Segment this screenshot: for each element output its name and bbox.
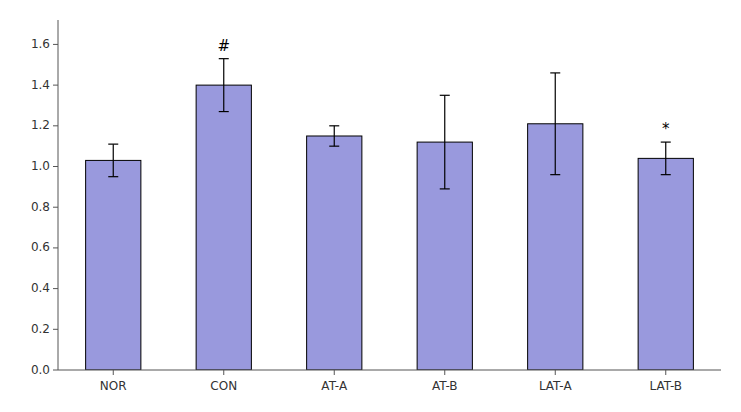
annotation: * bbox=[662, 120, 670, 138]
y-tick bbox=[53, 370, 58, 371]
y-tick bbox=[53, 125, 58, 126]
error-bar bbox=[550, 73, 560, 175]
y-tick-label: 1.0 bbox=[31, 159, 50, 173]
y-tick bbox=[53, 44, 58, 45]
x-tick-label: AT-A bbox=[321, 379, 348, 393]
annotation: # bbox=[217, 37, 230, 55]
y-tick bbox=[53, 207, 58, 208]
x-tick-label: AT-B bbox=[432, 379, 458, 393]
x-tick-label: LAT-A bbox=[539, 379, 573, 393]
y-tick-label: 0.2 bbox=[31, 322, 50, 336]
x-tick-label: CON bbox=[210, 379, 237, 393]
bar bbox=[638, 158, 693, 370]
y-tick-label: 1.6 bbox=[31, 37, 50, 51]
x-tick bbox=[113, 370, 114, 375]
error-bar bbox=[219, 59, 229, 112]
y-tick-label: 0.0 bbox=[31, 363, 50, 377]
y-tick-label: 1.2 bbox=[31, 118, 50, 132]
bar bbox=[196, 85, 251, 370]
error-bar bbox=[661, 142, 671, 175]
x-tick-label: NOR bbox=[100, 379, 127, 393]
x-tick bbox=[444, 370, 445, 375]
y-tick bbox=[53, 329, 58, 330]
y-tick bbox=[53, 247, 58, 248]
bar bbox=[86, 160, 141, 370]
error-bar bbox=[440, 95, 450, 189]
chart-container: 0.0 0.2 0.4 0.6 0.8 1.0 1.2 1.4 1.6 NOR CON AT-A AT-… bbox=[0, 0, 741, 412]
x-tick-label: LAT-B bbox=[649, 379, 682, 393]
error-bar bbox=[329, 126, 339, 146]
y-tick bbox=[53, 85, 58, 86]
x-axis-line bbox=[58, 370, 721, 371]
bar bbox=[307, 136, 362, 370]
x-tick bbox=[555, 370, 556, 375]
chart: 0.0 0.2 0.4 0.6 0.8 1.0 1.2 1.4 1.6 NOR CON AT-A AT-… bbox=[0, 0, 741, 412]
y-tick-label: 1.4 bbox=[31, 78, 50, 92]
y-tick-label: 0.8 bbox=[31, 200, 50, 214]
x-tick bbox=[665, 370, 666, 375]
error-bar bbox=[108, 144, 118, 177]
y-tick bbox=[53, 288, 58, 289]
plot-area bbox=[86, 59, 694, 370]
y-tick bbox=[53, 166, 58, 167]
x-tick bbox=[334, 370, 335, 375]
y-tick-label: 0.6 bbox=[31, 240, 50, 254]
y-axis-line bbox=[58, 20, 59, 370]
y-tick-label: 0.4 bbox=[31, 281, 50, 295]
x-tick bbox=[223, 370, 224, 375]
